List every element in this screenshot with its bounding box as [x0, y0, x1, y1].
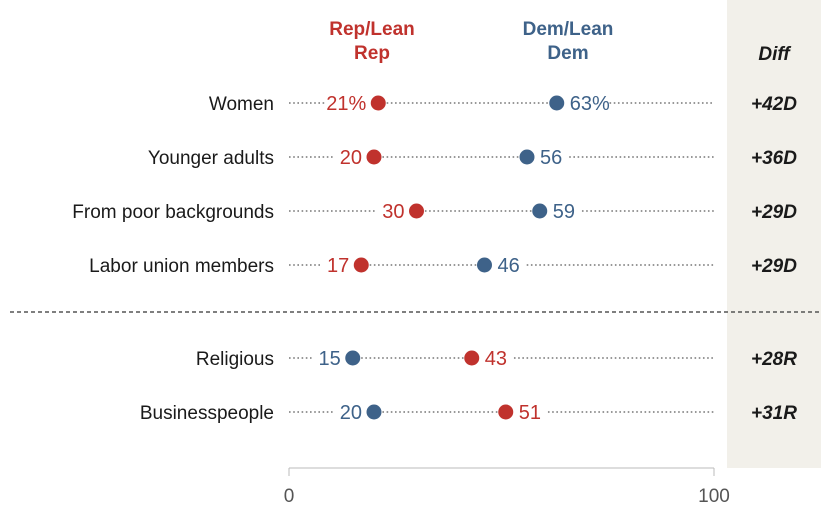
rep-dot — [464, 350, 480, 366]
dem-value-label: 46 — [498, 255, 520, 277]
rep-value-label: 43 — [485, 348, 507, 370]
category-label: From poor backgrounds — [72, 202, 274, 223]
diff-value: +42D — [751, 94, 797, 115]
diff-value: +31R — [751, 403, 797, 424]
dem-dot — [532, 203, 548, 219]
legend-rep-label: Rep — [354, 43, 390, 64]
x-tick-label: 0 — [284, 486, 295, 507]
rep-value-label: 20 — [340, 147, 362, 169]
dem-dot — [366, 404, 382, 420]
dem-value-label: 15 — [319, 348, 341, 370]
dem-value-label: 59 — [553, 201, 575, 223]
diff-value: +36D — [751, 148, 797, 169]
rep-value-label: 21% — [326, 93, 366, 115]
rep-value-label: 17 — [327, 255, 349, 277]
diff-value: +29D — [751, 256, 797, 277]
diff-value: +28R — [751, 349, 797, 370]
rep-dot — [498, 404, 514, 420]
category-label: Women — [209, 94, 274, 115]
legend-dem-label: Dem/Lean — [523, 19, 614, 40]
rep-dot — [409, 203, 424, 219]
legend-rep-label: Rep/Lean — [329, 19, 415, 40]
dem-value-label: 56 — [540, 147, 562, 169]
category-label: Younger adults — [148, 148, 274, 169]
rep-value-label: 30 — [382, 201, 404, 223]
rep-dot — [353, 257, 369, 273]
dem-dot — [345, 350, 361, 366]
diff-column-background — [727, 0, 821, 468]
rep-dot — [366, 149, 382, 165]
dem-value-label: 63% — [570, 93, 610, 115]
rep-value-label: 51 — [519, 402, 541, 424]
category-label: Labor union members — [89, 256, 274, 277]
category-label: Religious — [196, 349, 274, 370]
dem-dot — [477, 257, 492, 273]
dem-dot — [519, 149, 535, 165]
x-tick-label: 100 — [698, 486, 730, 507]
legend-dem-label: Dem — [547, 43, 588, 64]
diff-header: Diff — [758, 44, 791, 65]
dem-dot — [549, 95, 565, 111]
dem-value-label: 20 — [340, 402, 362, 424]
rep-dot — [370, 95, 386, 111]
diff-value: +29D — [751, 202, 797, 223]
category-label: Businesspeople — [140, 403, 274, 424]
